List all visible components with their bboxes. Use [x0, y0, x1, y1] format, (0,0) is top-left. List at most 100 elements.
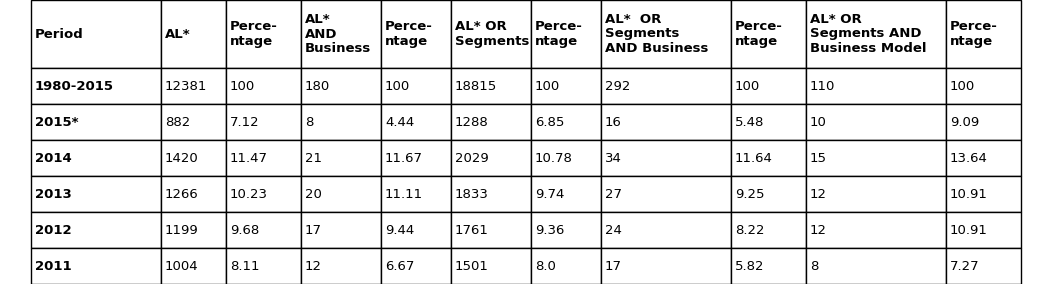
- Text: 1199: 1199: [165, 224, 199, 237]
- Bar: [946, 140, 1021, 176]
- Bar: [601, 68, 731, 104]
- Bar: [451, 176, 531, 212]
- Text: 180: 180: [305, 80, 330, 93]
- Text: 20: 20: [305, 187, 322, 201]
- Bar: [601, 212, 731, 248]
- Text: Perce-
ntage: Perce- ntage: [385, 20, 432, 48]
- Text: Perce-
ntage: Perce- ntage: [735, 20, 783, 48]
- Text: 9.09: 9.09: [950, 116, 979, 128]
- Bar: [226, 212, 301, 248]
- Bar: [226, 248, 301, 284]
- Bar: [731, 212, 806, 248]
- Text: 110: 110: [810, 80, 835, 93]
- Bar: [531, 68, 601, 104]
- Bar: [161, 0, 226, 68]
- Bar: [381, 176, 451, 212]
- Bar: [31, 140, 161, 176]
- Bar: [31, 68, 161, 104]
- Bar: [161, 176, 226, 212]
- Text: 15: 15: [810, 151, 827, 164]
- Text: 16: 16: [605, 116, 622, 128]
- Bar: [31, 176, 161, 212]
- Bar: [731, 68, 806, 104]
- Bar: [226, 140, 301, 176]
- Text: 12381: 12381: [165, 80, 207, 93]
- Text: 2015*: 2015*: [35, 116, 79, 128]
- Text: 1761: 1761: [456, 224, 489, 237]
- Bar: [161, 140, 226, 176]
- Text: 8: 8: [305, 116, 313, 128]
- Bar: [601, 140, 731, 176]
- Text: 8.11: 8.11: [230, 260, 260, 273]
- Bar: [301, 0, 381, 68]
- Text: 11.47: 11.47: [230, 151, 268, 164]
- Text: 100: 100: [950, 80, 975, 93]
- Text: 1004: 1004: [165, 260, 199, 273]
- Bar: [731, 104, 806, 140]
- Text: 2013: 2013: [35, 187, 72, 201]
- Text: 7.12: 7.12: [230, 116, 260, 128]
- Bar: [31, 104, 161, 140]
- Bar: [31, 212, 161, 248]
- Bar: [301, 68, 381, 104]
- Text: 8.0: 8.0: [535, 260, 555, 273]
- Bar: [531, 140, 601, 176]
- Bar: [806, 176, 946, 212]
- Bar: [226, 0, 301, 68]
- Text: 10.91: 10.91: [950, 224, 988, 237]
- Bar: [806, 248, 946, 284]
- Text: 292: 292: [605, 80, 630, 93]
- Bar: [381, 0, 451, 68]
- Text: 12: 12: [810, 224, 827, 237]
- Bar: [161, 248, 226, 284]
- Bar: [731, 0, 806, 68]
- Bar: [226, 68, 301, 104]
- Text: 4.44: 4.44: [385, 116, 414, 128]
- Bar: [531, 212, 601, 248]
- Text: 1288: 1288: [456, 116, 489, 128]
- Text: Period: Period: [35, 28, 84, 41]
- Bar: [381, 104, 451, 140]
- Bar: [806, 104, 946, 140]
- Text: 24: 24: [605, 224, 622, 237]
- Bar: [451, 248, 531, 284]
- Text: 13.64: 13.64: [950, 151, 988, 164]
- Text: 1833: 1833: [456, 187, 489, 201]
- Bar: [381, 68, 451, 104]
- Text: 12: 12: [305, 260, 322, 273]
- Text: 17: 17: [305, 224, 322, 237]
- Bar: [806, 68, 946, 104]
- Bar: [301, 140, 381, 176]
- Text: 27: 27: [605, 187, 622, 201]
- Text: 11.64: 11.64: [735, 151, 773, 164]
- Bar: [601, 248, 731, 284]
- Text: 2011: 2011: [35, 260, 72, 273]
- Bar: [451, 0, 531, 68]
- Bar: [531, 248, 601, 284]
- Bar: [301, 176, 381, 212]
- Text: AL* OR
Segments: AL* OR Segments: [456, 20, 529, 48]
- Bar: [731, 140, 806, 176]
- Text: 6.85: 6.85: [535, 116, 564, 128]
- Text: 9.44: 9.44: [385, 224, 414, 237]
- Bar: [946, 176, 1021, 212]
- Text: 100: 100: [385, 80, 410, 93]
- Text: 1501: 1501: [456, 260, 489, 273]
- Bar: [301, 248, 381, 284]
- Bar: [601, 176, 731, 212]
- Bar: [381, 248, 451, 284]
- Bar: [806, 212, 946, 248]
- Text: 10.23: 10.23: [230, 187, 268, 201]
- Bar: [451, 140, 531, 176]
- Bar: [226, 176, 301, 212]
- Bar: [601, 0, 731, 68]
- Text: 12: 12: [810, 187, 827, 201]
- Text: 100: 100: [735, 80, 761, 93]
- Bar: [731, 248, 806, 284]
- Text: AL* OR
Segments AND
Business Model: AL* OR Segments AND Business Model: [810, 13, 927, 55]
- Text: AL*
AND
Business: AL* AND Business: [305, 13, 371, 55]
- Text: 10.91: 10.91: [950, 187, 988, 201]
- Bar: [946, 104, 1021, 140]
- Text: 10: 10: [810, 116, 827, 128]
- Bar: [806, 0, 946, 68]
